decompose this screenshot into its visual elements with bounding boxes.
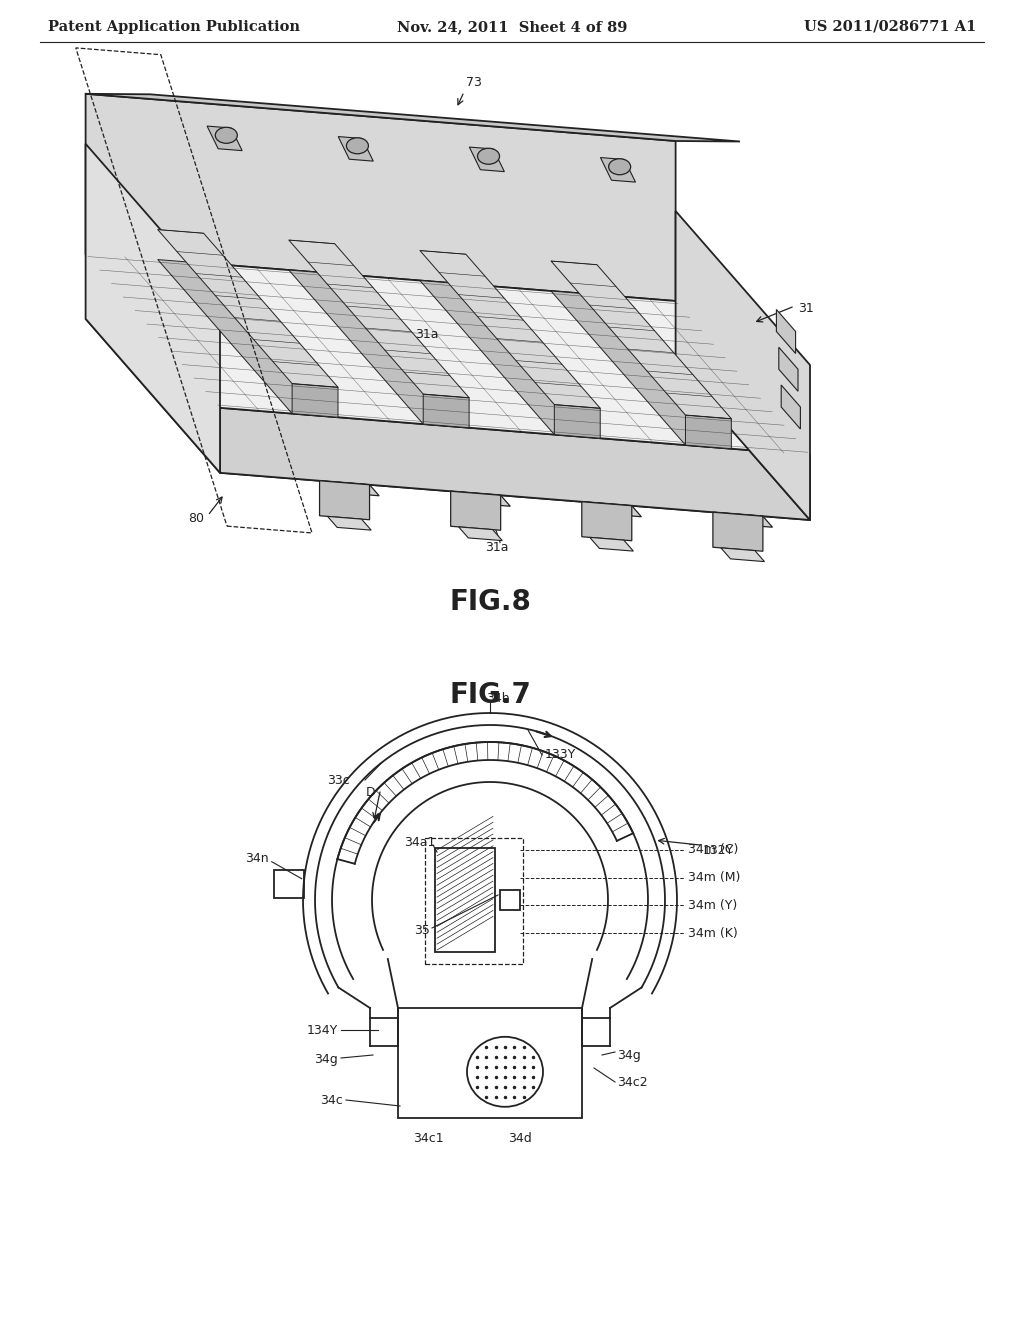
Polygon shape (319, 480, 379, 496)
Polygon shape (500, 890, 520, 909)
Polygon shape (713, 512, 772, 527)
Polygon shape (779, 347, 798, 391)
Text: 133Y: 133Y (545, 748, 577, 762)
Ellipse shape (608, 158, 631, 174)
Polygon shape (435, 847, 495, 952)
Text: 34a1: 34a1 (403, 836, 435, 849)
Polygon shape (551, 290, 731, 449)
Text: 34m (Y): 34m (Y) (688, 899, 737, 912)
Polygon shape (220, 408, 810, 520)
Polygon shape (582, 502, 632, 541)
Polygon shape (86, 94, 676, 301)
Text: 132Y: 132Y (703, 843, 734, 857)
Polygon shape (86, 144, 220, 473)
Polygon shape (86, 94, 740, 141)
Polygon shape (158, 260, 338, 417)
Polygon shape (776, 309, 796, 354)
Polygon shape (582, 502, 641, 516)
Polygon shape (158, 230, 338, 387)
Polygon shape (328, 516, 371, 531)
Text: FIG.7: FIG.7 (450, 681, 530, 709)
Text: Nov. 24, 2011  Sheet 4 of 89: Nov. 24, 2011 Sheet 4 of 89 (397, 20, 627, 34)
Polygon shape (292, 384, 338, 417)
Text: 80: 80 (188, 512, 205, 525)
Text: 31a: 31a (416, 327, 439, 341)
Ellipse shape (346, 137, 369, 153)
Text: 34n: 34n (245, 853, 268, 865)
Polygon shape (781, 385, 801, 429)
Polygon shape (207, 127, 242, 150)
Polygon shape (554, 404, 600, 438)
Polygon shape (600, 157, 636, 182)
Text: 34c: 34c (321, 1093, 343, 1106)
Text: 31a: 31a (485, 541, 509, 554)
Polygon shape (289, 271, 469, 428)
Text: 34g: 34g (617, 1048, 641, 1061)
Polygon shape (721, 548, 765, 561)
Polygon shape (451, 491, 510, 507)
Text: Patent Application Publication: Patent Application Publication (48, 20, 300, 34)
Text: 34d: 34d (508, 1131, 531, 1144)
Text: 34h: 34h (486, 692, 510, 705)
Polygon shape (676, 301, 810, 520)
Text: 34m (C): 34m (C) (688, 843, 738, 857)
Polygon shape (338, 136, 374, 161)
Text: 73: 73 (466, 75, 482, 88)
Text: FIG.8: FIG.8 (450, 587, 530, 616)
Text: 34c2: 34c2 (617, 1077, 647, 1089)
Polygon shape (451, 491, 501, 531)
Polygon shape (551, 261, 731, 418)
Polygon shape (676, 211, 810, 520)
Text: 31: 31 (798, 301, 813, 314)
Polygon shape (459, 527, 502, 541)
Polygon shape (86, 319, 810, 520)
Polygon shape (289, 240, 469, 397)
Polygon shape (319, 480, 370, 520)
Polygon shape (590, 537, 634, 552)
Polygon shape (423, 395, 469, 428)
Ellipse shape (215, 127, 238, 144)
Text: 35: 35 (414, 924, 430, 936)
Polygon shape (469, 147, 505, 172)
Polygon shape (685, 414, 731, 449)
Text: 34m (M): 34m (M) (688, 871, 740, 884)
Text: 34m (K): 34m (K) (688, 927, 737, 940)
Text: 33c: 33c (328, 774, 350, 787)
Text: 134Y: 134Y (307, 1023, 338, 1036)
Polygon shape (420, 281, 600, 438)
Polygon shape (86, 253, 810, 455)
Text: 34c1: 34c1 (413, 1131, 443, 1144)
Polygon shape (420, 251, 600, 408)
Polygon shape (713, 512, 763, 552)
Text: US 2011/0286771 A1: US 2011/0286771 A1 (804, 20, 976, 34)
Ellipse shape (477, 148, 500, 164)
Text: 34g: 34g (314, 1053, 338, 1067)
Text: D: D (366, 785, 375, 799)
